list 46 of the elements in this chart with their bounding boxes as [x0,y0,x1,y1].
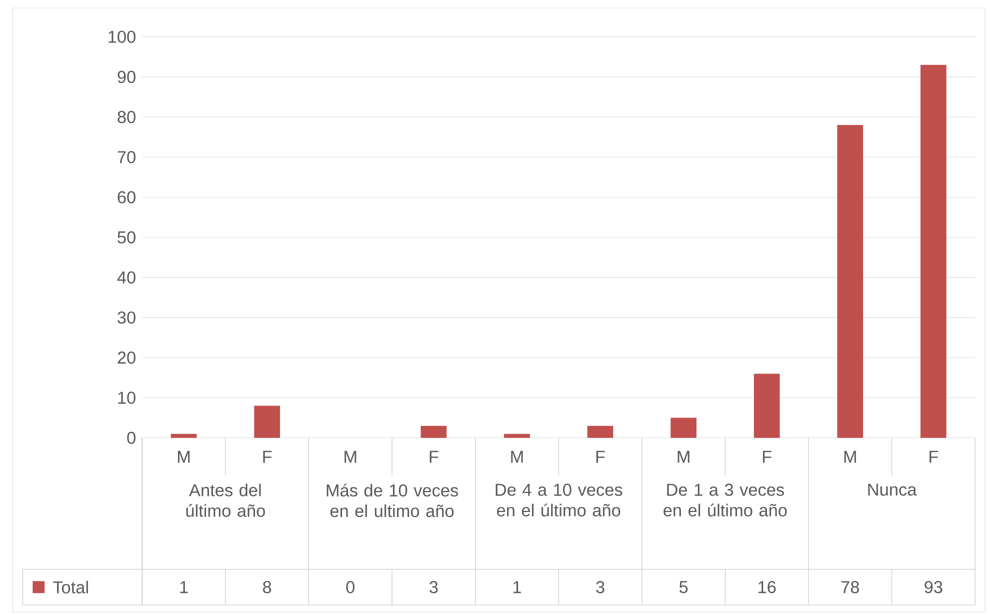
x-tick-label: F [596,450,605,463]
text: De 4 a 10 veces en el último año [496,484,622,516]
text: Antes del último año [186,484,265,517]
y-tick-label: 100 [108,30,136,43]
y-tick-label: 80 [118,110,136,124]
bar [504,434,530,438]
x-tick-label: M [511,450,523,463]
x-tick-label: M [844,450,856,463]
data-label: 3 [596,581,604,594]
x-tick-label: F [430,450,438,463]
x-tick-label: F [762,450,772,463]
data-label: 8 [263,581,272,594]
y-tick-label: 40 [117,271,136,284]
data-label: 78 [841,581,859,594]
y-tick-label: 10 [118,392,136,404]
data-label: 5 [679,581,688,594]
data-label: 16 [758,581,776,594]
x-tick-label: M [178,450,190,463]
bar [587,426,614,438]
bar [254,406,280,438]
x-tick-label: F [930,450,938,463]
bar [420,426,447,438]
text: Nunca [868,484,917,496]
bar [754,374,780,438]
y-tick-label: 0 [127,432,136,444]
y-tick-label: 60 [118,191,136,204]
text: De 1 a 3 veces en el último año [664,484,787,516]
legend-label: Total [53,580,88,594]
y-tick-label: 90 [118,70,136,84]
y-tick-label: 20 [118,352,136,364]
y-tick-label: 70 [118,151,136,164]
bar [670,418,696,438]
y-tick-label: 50 [118,231,136,244]
y-tick-label: 30 [118,311,136,324]
data-label: 0 [346,581,355,594]
bar [837,125,864,438]
bar [920,64,946,438]
text: Más de 10 veces en el ultimo año [326,484,458,518]
bar [170,434,197,438]
data-label: 3 [430,581,438,594]
data-label: 1 [513,581,521,594]
x-tick-label: F [263,450,272,463]
data-label: 93 [924,581,942,594]
x-tick-label: M [678,450,690,463]
data-label: 1 [180,581,188,594]
x-tick-label: M [344,450,356,463]
